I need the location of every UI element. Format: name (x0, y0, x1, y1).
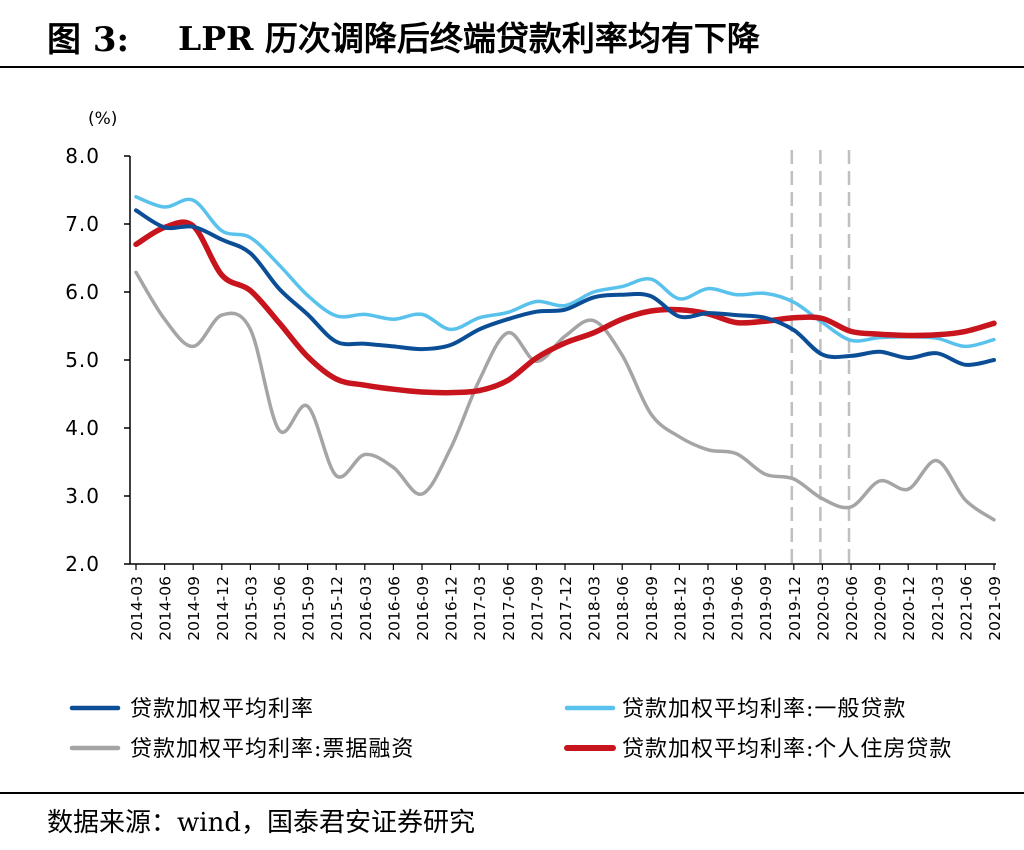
x-tick-label: 2017-06 (500, 576, 518, 641)
x-tick-label: 2017-12 (557, 576, 575, 641)
y-tick-label: 7.0 (65, 212, 100, 236)
figure-label: 图 3: (47, 20, 130, 60)
x-tick-label: 2019-09 (757, 576, 775, 641)
y-tick-label: 6.0 (65, 280, 100, 304)
x-tick-label: 2016-09 (414, 576, 432, 641)
x-tick-label: 2015-09 (300, 576, 318, 641)
series-line-mortgage (133, 219, 997, 396)
x-tick-label: 2021-09 (986, 576, 1004, 641)
x-tick-label: 2020-09 (872, 576, 890, 641)
figure-title: LPR 历次调降后终端贷款利率均有下降 (178, 19, 760, 58)
x-tick-label: 2015-06 (271, 576, 289, 641)
x-tick-label: 2020-06 (843, 576, 861, 641)
legend-label: 贷款加权平均利率:票据融资 (130, 737, 414, 762)
legend-label: 贷款加权平均利率 (130, 697, 314, 722)
x-tick-label: 2015-03 (242, 576, 260, 641)
x-tick-label: 2017-03 (471, 576, 489, 641)
x-tick-label: 2016-03 (357, 576, 375, 641)
line-chart: (%) 2.0 3.0 4.0 5.0 6.0 7.0 8.0 2014-03 2014-06 20… (65, 109, 1004, 762)
y-tick-label: 5.0 (65, 348, 100, 372)
x-tick-label: 2014-12 (214, 576, 232, 641)
series-line-general-loans (134, 195, 996, 349)
x-tick-label: 2017-09 (528, 576, 546, 641)
legend-label: 贷款加权平均利率:一般贷款 (622, 697, 906, 722)
y-axis-unit-label: (%) (88, 109, 117, 129)
y-tick-label: 8.0 (65, 144, 100, 168)
x-tick-label: 2018-12 (671, 576, 689, 641)
x-tick-label: 2021-03 (929, 576, 947, 641)
x-tick-label: 2019-06 (729, 576, 747, 641)
x-tick-label: 2014-06 (157, 576, 175, 641)
x-tick-label: 2018-06 (614, 576, 632, 641)
x-tick-label: 2021-06 (957, 576, 975, 641)
x-tick-label: 2018-03 (586, 576, 604, 641)
x-tick-label: 2019-03 (700, 576, 718, 641)
source-note: 数据来源：wind，国泰君安证券研究 (47, 802, 475, 839)
x-tick-label: 2015-12 (328, 576, 346, 641)
x-tick-label: 2018-09 (643, 576, 661, 641)
x-tick-label: 2016-12 (443, 576, 461, 641)
x-tick-label: 2020-03 (814, 576, 832, 641)
footer-divider (0, 792, 1024, 794)
series-line-bill-financing (134, 270, 996, 522)
y-tick-label: 3.0 (65, 484, 100, 508)
legend-label: 贷款加权平均利率:个人住房贷款 (622, 737, 952, 762)
series-line-weighted-avg (134, 208, 996, 367)
x-tick-label: 2014-03 (128, 576, 146, 641)
y-tick-label: 2.0 (65, 552, 100, 576)
x-tick-label: 2020-12 (900, 576, 918, 641)
x-tick-label: 2016-06 (385, 576, 403, 641)
x-tick-label: 2014-09 (185, 576, 203, 641)
x-tick-label: 2019-12 (786, 576, 804, 641)
source-prefix: 数据来源： (47, 808, 178, 838)
y-tick-label: 4.0 (65, 416, 100, 440)
figure-header: 图 3: LPR 历次调降后终端贷款利率均有下降 (0, 0, 1024, 68)
source-text: wind，国泰君安证券研究 (177, 808, 475, 838)
